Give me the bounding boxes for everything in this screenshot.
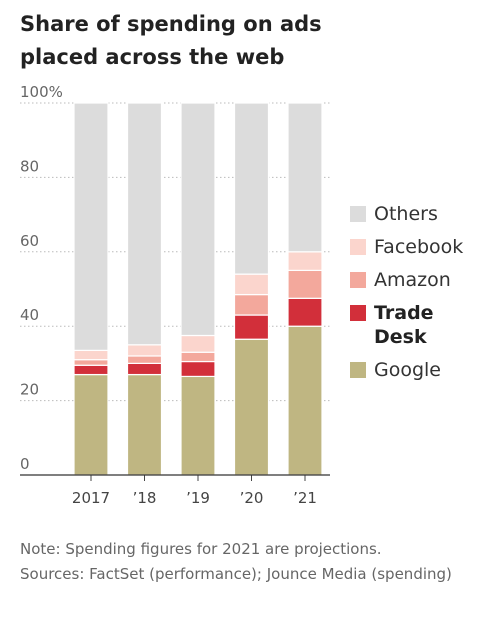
bar-segment-facebook <box>287 251 323 272</box>
legend-item: Others <box>350 202 474 226</box>
legend-item: Trade Desk <box>350 301 474 349</box>
bar-segment-google <box>180 375 216 476</box>
legend-label: Facebook <box>374 236 464 258</box>
x-tick-label: ’19 <box>186 489 210 507</box>
chart-title: Share of spending on ads placed across t… <box>20 12 322 69</box>
note-text: Note: Spending figures for 2021 are proj… <box>20 540 382 558</box>
legend-item: Amazon <box>350 268 474 292</box>
y-tick-label: 40 <box>20 306 39 324</box>
x-tick-label: ’20 <box>240 489 264 507</box>
bar-segment-others <box>233 102 270 275</box>
sources-text: Sources: FactSet (performance); Jounce M… <box>20 565 452 583</box>
legend-label: Google <box>374 359 442 381</box>
bar-segment-others <box>180 102 216 337</box>
y-tick-label: 20 <box>20 381 39 399</box>
gridlines <box>20 102 330 402</box>
bar-segment-facebook <box>126 344 163 357</box>
bar-segment-trade-desk <box>287 297 323 327</box>
x-tick-label: 2017 <box>72 489 110 507</box>
bar-segment-amazon <box>233 293 270 316</box>
bar-segment-others <box>126 102 163 346</box>
bar-segment-trade-desk <box>233 314 270 340</box>
y-tick-label: 80 <box>20 157 39 175</box>
bar-segment-facebook <box>180 334 216 353</box>
bar-segment-facebook <box>233 273 270 296</box>
legend-swatch <box>350 272 366 288</box>
legend-swatch <box>350 239 366 255</box>
bar-segment-google <box>126 373 163 476</box>
bars <box>73 102 323 476</box>
bar-segment-trade-desk <box>180 360 216 378</box>
legend-label: Amazon <box>374 269 451 291</box>
bar-segment-amazon <box>73 359 109 366</box>
legend-label: Others <box>374 203 438 225</box>
x-tick-label: ’18 <box>133 489 157 507</box>
legend: Others Facebook Amazon Trade Desk Google <box>350 202 474 391</box>
legend-label: Trade Desk <box>374 302 434 348</box>
x-axis-ticks: 2017 ’18 ’19 ’20 ’21 <box>20 474 330 507</box>
bar-segment-amazon <box>126 355 163 364</box>
y-axis-ticks: 0 20 40 60 80 100% <box>20 83 63 473</box>
y-tick-label: 0 <box>20 455 30 473</box>
bar-segment-others <box>73 102 109 351</box>
bar-segment-google <box>73 373 109 476</box>
bar-segment-trade-desk <box>73 364 109 376</box>
legend-item: Facebook <box>350 235 474 259</box>
bar-segment-trade-desk <box>126 362 163 376</box>
bar-segment-facebook <box>73 349 109 361</box>
x-tick-label: ’21 <box>293 489 317 507</box>
legend-swatch <box>350 305 366 321</box>
notes: Note: Spending figures for 2021 are proj… <box>20 537 460 587</box>
bar-segment-google <box>287 325 323 476</box>
bar-segment-amazon <box>287 269 323 299</box>
bar-segment-amazon <box>180 351 216 363</box>
legend-swatch <box>350 206 366 222</box>
y-tick-label: 60 <box>20 232 39 250</box>
bar-segment-google <box>233 338 270 476</box>
legend-item: Google <box>350 358 474 382</box>
bar-segment-others <box>287 102 323 253</box>
y-tick-label: 100% <box>20 83 63 101</box>
legend-swatch <box>350 362 366 378</box>
